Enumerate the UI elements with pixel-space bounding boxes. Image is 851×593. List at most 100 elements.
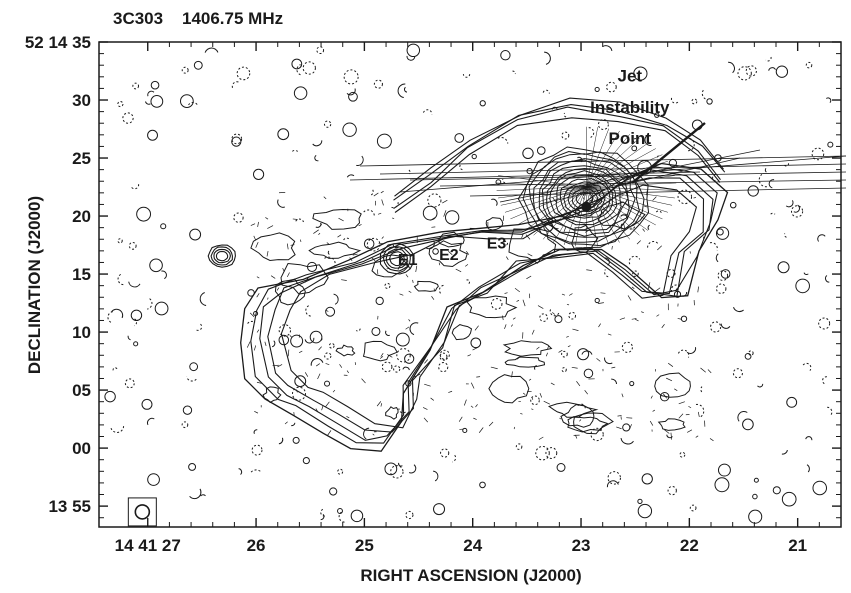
- pol-vector: [413, 280, 414, 283]
- noise-contour: [292, 387, 305, 400]
- noise-contour: [531, 396, 540, 405]
- noise-contour: [540, 314, 548, 322]
- noise-contour: [183, 406, 191, 414]
- pol-vector: [656, 315, 659, 317]
- lobe-inner-contour: [504, 341, 551, 357]
- noise-contour: [638, 504, 651, 517]
- noise-arc: [197, 324, 202, 330]
- pol-vector: [283, 268, 285, 272]
- noise-arc: [629, 256, 639, 264]
- noise-contour: [690, 505, 696, 511]
- pol-vector: [504, 324, 506, 329]
- noise-arc: [313, 140, 322, 145]
- pol-vector: [324, 197, 326, 199]
- noise-contour: [338, 469, 343, 474]
- pol-vector: [538, 306, 543, 309]
- noise-arc: [297, 65, 301, 75]
- pol-vector: [694, 197, 696, 198]
- noise-contour: [445, 211, 458, 224]
- pol-vector: [337, 235, 341, 237]
- noise-contour: [638, 499, 642, 503]
- noise-arc: [328, 251, 329, 254]
- noise-arc: [386, 331, 390, 336]
- lobe-inner-contour: [655, 373, 691, 397]
- pol-vector: [511, 325, 512, 327]
- noise-arc: [305, 338, 314, 343]
- pol-vector: [475, 404, 477, 407]
- west-knot-contour: [216, 252, 227, 261]
- pol-vector: [373, 434, 375, 435]
- pol-vector: [513, 318, 515, 320]
- noise-contour: [480, 101, 485, 106]
- noise-arc: [296, 219, 304, 222]
- lobe-inner-contour: [489, 375, 529, 403]
- noise-arc: [201, 495, 206, 496]
- noise-contour: [326, 307, 335, 316]
- noise-arc: [803, 363, 811, 370]
- pol-vector: [579, 419, 581, 421]
- noise-arc: [503, 179, 505, 183]
- noise-contour: [718, 271, 728, 281]
- noise-contour: [623, 424, 630, 431]
- noise-arc: [491, 199, 497, 205]
- pol-vector: [620, 318, 625, 320]
- noise-arc: [564, 113, 566, 117]
- pol-vector: [630, 279, 633, 280]
- noise-contour: [372, 327, 380, 335]
- pol-vector: [256, 242, 258, 248]
- pol-vector: [471, 406, 473, 408]
- pol-vector: [380, 356, 383, 358]
- pol-vector: [687, 430, 692, 433]
- pol-vector: [327, 430, 331, 435]
- noise-contour: [125, 379, 134, 388]
- noise-arc: [112, 309, 123, 318]
- noise-contour: [441, 449, 449, 457]
- noise-contour: [773, 487, 780, 494]
- noise-arc: [603, 46, 612, 51]
- pol-vector: [552, 312, 555, 314]
- noise-contour: [745, 353, 751, 359]
- jet-line: [360, 156, 846, 166]
- noise-arc: [771, 213, 775, 214]
- noise-arc: [251, 470, 261, 472]
- noise-contour: [394, 366, 400, 372]
- noise-arc: [347, 89, 355, 95]
- noise-contour: [455, 134, 464, 143]
- pol-vector: [377, 401, 381, 406]
- axis-ticks: [99, 42, 841, 527]
- pol-vector: [406, 327, 409, 329]
- noise-arc: [148, 91, 154, 96]
- noise-arc: [356, 329, 360, 331]
- noise-arc: [187, 377, 197, 381]
- pol-vector: [526, 276, 531, 279]
- noise-contour: [151, 81, 159, 89]
- noise-contour: [123, 113, 133, 123]
- noise-arc: [784, 234, 786, 238]
- knot-label: E1: [398, 252, 418, 269]
- pol-vector: [465, 264, 468, 266]
- jet-line: [380, 164, 846, 174]
- pol-vector: [473, 418, 476, 419]
- noise-contour: [118, 239, 122, 243]
- noise-contour: [385, 283, 390, 288]
- pol-vector: [655, 288, 660, 292]
- noise-arc: [409, 465, 416, 473]
- contour-lines: [208, 98, 727, 451]
- pol-vector: [377, 269, 378, 274]
- pol-vector: [598, 324, 600, 328]
- noise-arc: [782, 450, 788, 454]
- noise-contour: [278, 129, 289, 140]
- lobe-contour: [268, 178, 704, 432]
- noise-arc: [806, 437, 812, 441]
- pol-vector: [506, 257, 508, 260]
- x-tick-label: 22: [680, 536, 699, 555]
- noise-arc: [356, 156, 363, 165]
- noise-arc: [399, 463, 403, 466]
- noise-contour: [608, 472, 620, 484]
- noise-arc: [118, 274, 123, 285]
- knot-contour: [486, 218, 503, 230]
- noise-arc: [827, 407, 832, 416]
- pol-vector: [319, 347, 322, 351]
- noise-arc: [701, 387, 702, 392]
